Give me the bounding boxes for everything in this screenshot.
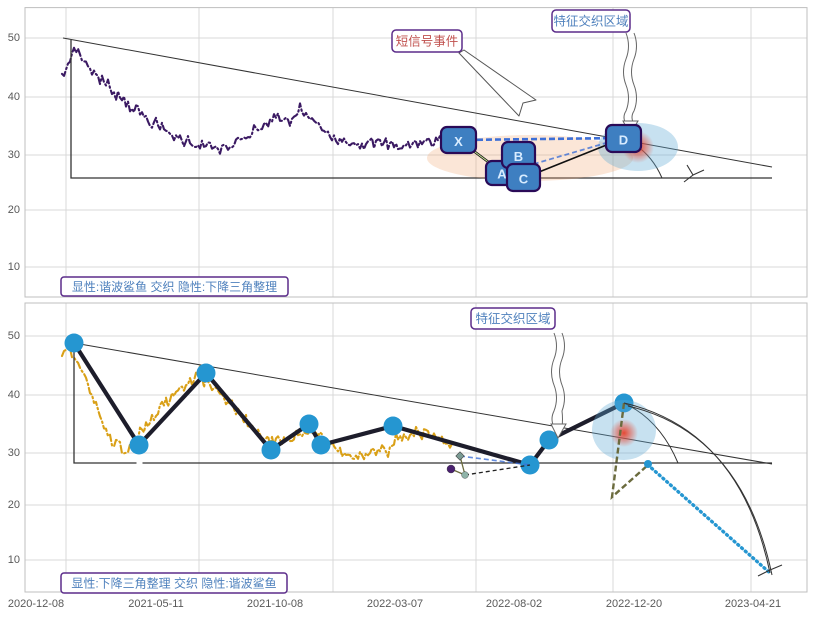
svg-text:40: 40	[8, 91, 20, 103]
svg-text:2022-12-20: 2022-12-20	[606, 598, 662, 610]
svg-text:20: 20	[8, 204, 20, 216]
svg-text:D: D	[619, 133, 628, 148]
svg-text:30: 30	[8, 447, 20, 459]
svg-text:2022-08-02: 2022-08-02	[486, 598, 542, 610]
svg-text:2021-10-08: 2021-10-08	[247, 598, 303, 610]
svg-text:显性:下降三角整理 交织 隐性:谐波鲨鱼: 显性:下降三角整理 交织 隐性:谐波鲨鱼	[71, 576, 276, 591]
svg-text:X: X	[454, 134, 463, 149]
svg-text:50: 50	[8, 330, 20, 342]
svg-text:2020-12-08: 2020-12-08	[8, 598, 64, 610]
svg-text:2021-05-11: 2021-05-11	[128, 598, 183, 610]
svg-text:30: 30	[8, 149, 20, 161]
svg-text:20: 20	[8, 499, 20, 511]
svg-text:2022-03-07: 2022-03-07	[367, 598, 423, 610]
svg-text:B: B	[514, 149, 523, 164]
svg-text:2023-04-21: 2023-04-21	[725, 598, 781, 610]
svg-text:显性:谐波鲨鱼 交织 隐性:下降三角整理: 显性:谐波鲨鱼 交织 隐性:下降三角整理	[72, 279, 277, 294]
svg-text:特征交织区域: 特征交织区域	[553, 14, 628, 29]
svg-text:10: 10	[8, 554, 20, 566]
svg-text:C: C	[519, 172, 529, 187]
svg-text:40: 40	[8, 389, 20, 401]
svg-text:50: 50	[8, 32, 20, 44]
svg-text:短信号事件: 短信号事件	[396, 35, 459, 49]
svg-text:特征交织区域: 特征交织区域	[475, 311, 550, 326]
svg-text:10: 10	[8, 261, 20, 273]
